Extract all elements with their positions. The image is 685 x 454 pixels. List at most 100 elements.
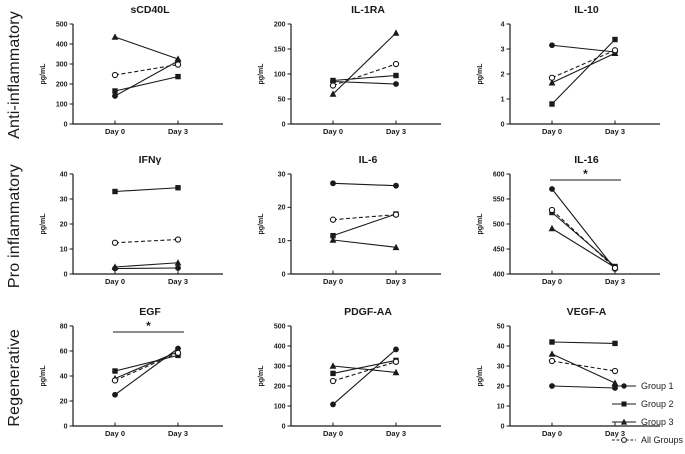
svg-text:Day 0: Day 0: [323, 277, 343, 286]
svg-text:200: 200: [274, 21, 286, 28]
svg-text:0: 0: [500, 121, 504, 128]
svg-text:150: 150: [274, 46, 286, 53]
svg-text:10: 10: [60, 246, 68, 253]
chart-egf: EGF 0 20 40 60 80 Day 0 Day 3 pg/mL *: [30, 302, 248, 454]
legend-label: Group 2: [640, 399, 674, 409]
svg-text:*: *: [146, 320, 151, 333]
svg-text:0: 0: [282, 121, 286, 128]
chart-il-6: IL-6 0 10 20 30 Day 0 Day 3 pg/mL: [248, 150, 466, 302]
svg-text:0: 0: [282, 423, 286, 430]
row-label-pro-inflammatory: Pro inflammatory: [0, 150, 30, 302]
svg-text:Day 3: Day 3: [386, 127, 406, 136]
svg-text:550: 550: [492, 196, 504, 203]
svg-text:40: 40: [60, 373, 68, 380]
svg-text:Day 0: Day 0: [323, 127, 343, 136]
all-groups-marker-icon: [611, 437, 637, 443]
svg-text:0: 0: [64, 271, 68, 278]
svg-text:Day 0: Day 0: [105, 277, 125, 286]
svg-text:Day 3: Day 3: [604, 127, 624, 136]
svg-text:300: 300: [274, 363, 286, 370]
svg-text:50: 50: [496, 323, 504, 330]
svg-text:pg/mL: pg/mL: [40, 213, 47, 235]
svg-text:300: 300: [56, 61, 68, 68]
row-label-text: Anti-inflammatory: [6, 11, 23, 139]
chart-il-1ra: IL-1RA 0 50 100 150 200 Day 0 Day 3 pg/mL: [248, 0, 466, 150]
chart-title: PDGF-AA: [344, 306, 392, 318]
row-label-text: Regenerative: [6, 329, 23, 427]
svg-text:10: 10: [496, 403, 504, 410]
svg-text:1: 1: [500, 96, 504, 103]
chart-il-16: IL-16 400 450 500 550 600 Day 0 Day 3 pg/mL *: [466, 150, 685, 302]
svg-text:100: 100: [56, 101, 68, 108]
row-label-regenerative: Regenerative: [0, 302, 30, 454]
chart-ifng: IFNγ 0 10 20 30 40 Day 0 Day 3 pg/mL: [30, 150, 248, 302]
chart-il-10: IL-10 0 1 2 3 4 Day 0 Day 3 pg/mL: [466, 0, 685, 150]
chart-title: EGF: [139, 306, 161, 318]
chart-plot-egf: 0 20 40 60 80 Day 0 Day 3 pg/mL *: [40, 320, 223, 438]
svg-text:Day 3: Day 3: [604, 277, 624, 286]
legend-item-all-groups: All Groups: [611, 434, 683, 446]
svg-text:*: *: [583, 168, 588, 181]
svg-text:20: 20: [60, 398, 68, 405]
svg-text:100: 100: [274, 71, 286, 78]
svg-text:pg/mL: pg/mL: [40, 63, 47, 85]
svg-text:400: 400: [492, 271, 504, 278]
svg-text:Day 0: Day 0: [105, 127, 125, 136]
group-3-marker-icon: [611, 418, 637, 425]
svg-text:0: 0: [500, 423, 504, 430]
svg-text:0: 0: [282, 271, 286, 278]
legend-item-group-3: Group 3: [611, 416, 683, 428]
svg-text:20: 20: [278, 205, 286, 212]
svg-text:60: 60: [60, 348, 68, 355]
svg-text:500: 500: [274, 323, 286, 330]
svg-text:Day 0: Day 0: [105, 429, 125, 438]
svg-text:10: 10: [278, 238, 286, 245]
chart-title: IL-6: [358, 154, 378, 166]
svg-text:500: 500: [492, 221, 504, 228]
svg-text:40: 40: [496, 343, 504, 350]
chart-scd40l: sCD40L 0 100 200 300 400 500 Day 0 Day 3 pg/mL: [30, 0, 248, 150]
legend-item-group-1: Group 1: [611, 380, 683, 392]
svg-text:500: 500: [56, 21, 68, 28]
chart-pdgf-aa: PDGF-AA 0 100 200 300 400 500 Day 0 Day 3 pg/mL: [248, 302, 466, 454]
chart-title: IL-16: [574, 154, 599, 166]
legend-label: All Groups: [640, 435, 683, 445]
svg-text:Day 0: Day 0: [541, 127, 561, 136]
group-2-marker-icon: [611, 401, 637, 407]
svg-text:450: 450: [492, 246, 504, 253]
chart-plot-il-10: 0 1 2 3 4 Day 0 Day 3 pg/mL: [477, 21, 660, 136]
chart-plot-il-16: 400 450 500 550 600 Day 0 Day 3 pg/mL *: [477, 168, 660, 286]
legend: Group 1 Group 2 Group 3 All Groups: [611, 380, 683, 446]
svg-text:pg/mL: pg/mL: [40, 365, 47, 387]
chart-plot-scd40l: 0 100 200 300 400 500 Day 0 Day 3 pg/mL: [40, 21, 223, 136]
legend-label: Group 3: [640, 417, 674, 427]
svg-text:Day 0: Day 0: [541, 429, 561, 438]
svg-text:400: 400: [274, 343, 286, 350]
group-1-marker-icon: [611, 383, 637, 389]
chart-title: IL-1RA: [351, 4, 385, 16]
svg-text:Day 3: Day 3: [168, 277, 188, 286]
svg-text:50: 50: [278, 96, 286, 103]
svg-text:2: 2: [500, 71, 504, 78]
svg-text:Day 3: Day 3: [604, 429, 624, 438]
svg-text:pg/mL: pg/mL: [258, 213, 265, 235]
svg-text:600: 600: [492, 171, 504, 178]
chart-plot-il-6: 0 10 20 30 Day 0 Day 3 pg/mL: [258, 171, 441, 286]
svg-text:20: 20: [60, 221, 68, 228]
svg-text:3: 3: [500, 46, 504, 53]
svg-text:200: 200: [56, 81, 68, 88]
chart-plot-il-1ra: 0 50 100 150 200 Day 0 Day 3 pg/mL: [258, 21, 441, 136]
svg-text:pg/mL: pg/mL: [477, 63, 484, 85]
chart-plot-ifng: 0 10 20 30 40 Day 0 Day 3 pg/mL: [40, 171, 223, 286]
svg-text:Day 0: Day 0: [323, 429, 343, 438]
svg-text:30: 30: [60, 196, 68, 203]
svg-text:pg/mL: pg/mL: [258, 365, 265, 387]
svg-text:100: 100: [274, 403, 286, 410]
svg-text:30: 30: [496, 363, 504, 370]
svg-text:0: 0: [64, 121, 68, 128]
legend-item-group-2: Group 2: [611, 398, 683, 410]
svg-text:30: 30: [278, 171, 286, 178]
svg-text:0: 0: [64, 423, 68, 430]
svg-text:Day 3: Day 3: [168, 429, 188, 438]
